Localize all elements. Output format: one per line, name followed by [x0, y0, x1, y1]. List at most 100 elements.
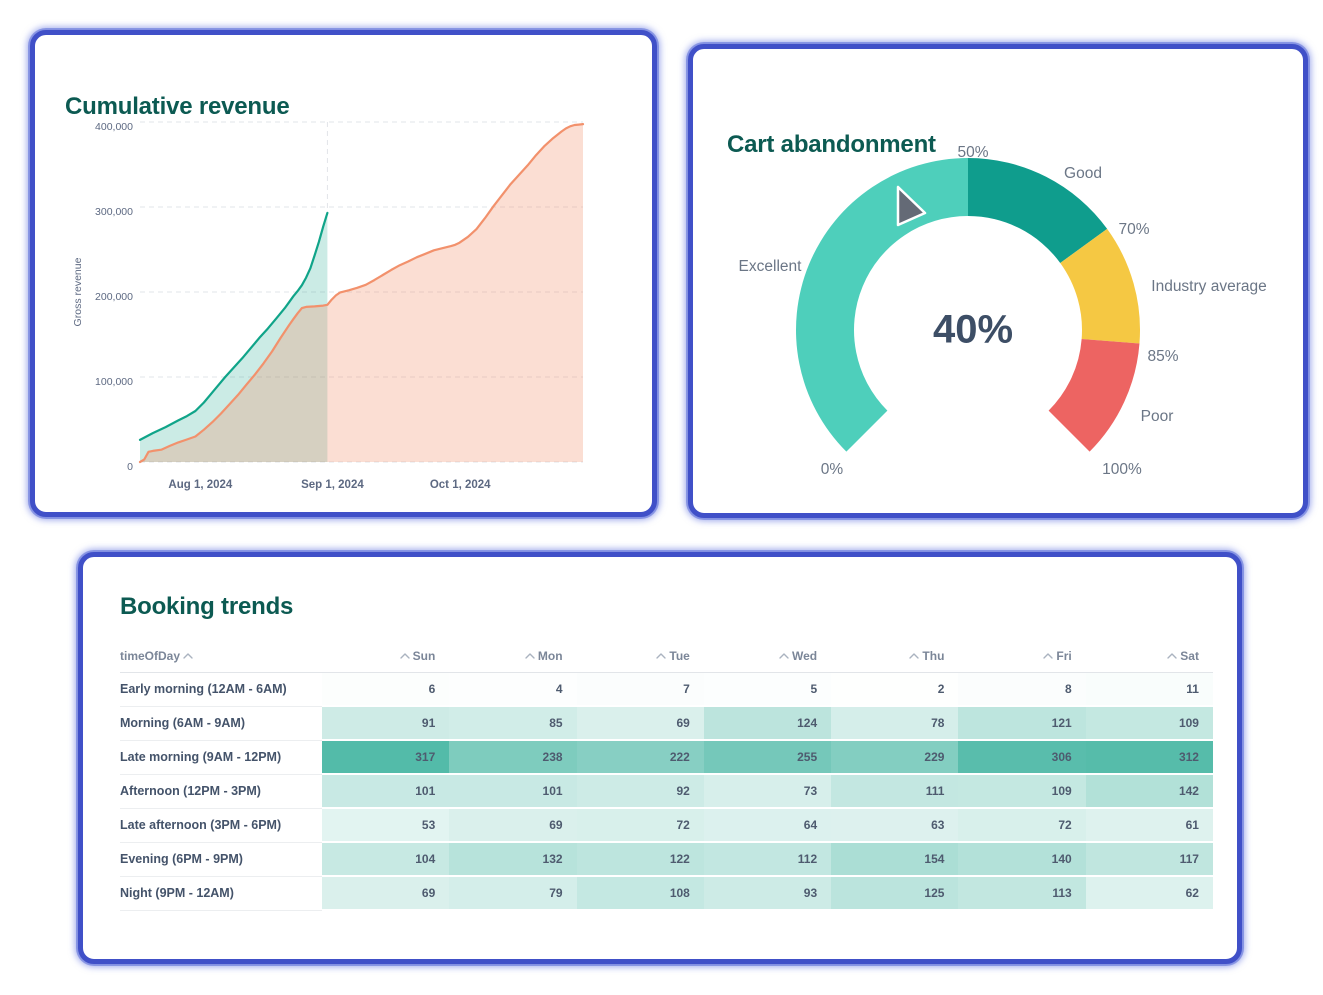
gauge-boundary-label: 100% — [1102, 461, 1142, 478]
row-label: Late morning (9AM - 12PM) — [120, 741, 322, 775]
teal-series-area — [140, 212, 328, 462]
gauge-boundary-label: 70% — [1118, 221, 1150, 238]
heatmap-cell: 4 — [449, 673, 577, 707]
heatmap-cell: 229 — [831, 741, 959, 775]
row-label: Evening (6PM - 9PM) — [120, 843, 322, 877]
revenue-area-chart[interactable] — [35, 35, 652, 512]
column-header-sun[interactable]: Sun — [322, 645, 450, 673]
cumulative-revenue-card: Cumulative revenue Gross revenue 0 100,00… — [30, 30, 657, 517]
column-header-wed[interactable]: Wed — [703, 645, 832, 673]
heatmap-cell: 238 — [449, 741, 577, 775]
heatmap-cell: 306 — [958, 741, 1086, 775]
heatmap-cell: 92 — [576, 775, 704, 809]
gauge-chart[interactable] — [693, 49, 1303, 513]
cumulative-revenue-title: Cumulative revenue — [65, 93, 290, 120]
teal-series-line — [138, 211, 329, 441]
heatmap-cell: 101 — [322, 775, 450, 809]
gauge-segment-industry-average — [1060, 228, 1140, 344]
heatmap-cell: 101 — [449, 775, 577, 809]
y-tick-label: 0 — [127, 461, 133, 473]
heatmap-cell: 117 — [1085, 843, 1213, 877]
y-tick-label: 200,000 — [95, 291, 133, 303]
heatmap-cell: 53 — [322, 809, 450, 843]
heatmap-cell: 122 — [576, 843, 704, 877]
heatmap-cell: 255 — [703, 741, 832, 775]
heatmap-cell: 104 — [322, 843, 450, 877]
sort-caret-icon — [656, 653, 667, 659]
heatmap-cell: 63 — [831, 809, 959, 843]
sort-caret-icon — [525, 653, 535, 659]
heatmap-cell: 124 — [703, 707, 832, 741]
sort-caret-icon — [183, 653, 193, 659]
heatmap-cell: 109 — [1085, 707, 1213, 741]
heatmap-cell: 78 — [831, 707, 959, 741]
heatmap-cell: 154 — [831, 843, 959, 877]
sort-caret-icon — [399, 653, 410, 659]
heatmap-cell: 125 — [831, 877, 959, 911]
gauge-segment-label: Good — [1064, 165, 1102, 182]
gauge-segment-label: Excellent — [738, 258, 802, 275]
heatmap-cell: 109 — [958, 775, 1086, 809]
gauge-segment-excellent — [796, 158, 968, 452]
table-row: Morning (6AM - 9AM) 91 85 69 124 78 121 109 — [120, 707, 1213, 741]
heatmap-cell: 121 — [958, 707, 1086, 741]
gauge-boundary-label: 0% — [820, 461, 844, 478]
row-label: Morning (6AM - 9AM) — [120, 707, 322, 741]
x-tick-label: Aug 1, 2024 — [168, 479, 233, 491]
row-label: Afternoon (12PM - 3PM) — [120, 775, 322, 809]
y-tick-label: 400,000 — [95, 121, 133, 133]
heatmap-cell: 61 — [1085, 809, 1213, 843]
table-row: Evening (6PM - 9PM) 104 132 122 112 154 140 117 — [120, 843, 1213, 877]
heatmap-cell: 69 — [449, 809, 577, 843]
booking-trends-title: Booking trends — [120, 593, 294, 620]
heatmap-cell: 5 — [703, 673, 832, 707]
gauge-segment-label: Poor — [1140, 408, 1174, 425]
gauge-boundary-label: 85% — [1147, 348, 1179, 365]
cart-abandonment-card: Cart abandonment 40% 0% 50% 70% 85% 100% Exce… — [688, 44, 1308, 518]
heatmap-cell: 142 — [1085, 775, 1213, 809]
table-row: Early morning (12AM - 6AM) 6 4 7 5 2 8 11 — [120, 673, 1213, 707]
heatmap-cell: 64 — [703, 809, 832, 843]
sort-caret-icon — [1167, 653, 1177, 659]
sort-caret-icon — [779, 653, 789, 659]
booking-trends-table: timeOfDay Sun Mon Tue Wed Thu Fri Sat Early morn… — [120, 645, 1213, 911]
heatmap-cell: 108 — [576, 877, 704, 911]
heatmap-cell: 11 — [1085, 673, 1213, 707]
column-header-fri[interactable]: Fri — [958, 645, 1086, 673]
sort-caret-icon — [1043, 653, 1054, 659]
gauge-value: 40% — [932, 307, 1014, 352]
heatmap-cell: 62 — [1085, 877, 1213, 911]
row-label: Late afternoon (3PM - 6PM) — [120, 809, 322, 843]
heatmap-cell: 79 — [449, 877, 577, 911]
y-tick-label: 100,000 — [95, 376, 133, 388]
heatmap-cell: 112 — [703, 843, 832, 877]
column-header-tue[interactable]: Tue — [576, 645, 704, 673]
heatmap-cell: 317 — [322, 741, 450, 775]
table-row: Night (9PM - 12AM) 69 79 108 93 125 113 62 — [120, 877, 1213, 911]
booking-trends-card: Booking trends timeOfDay Sun Mon Tue Wed Thu F… — [78, 552, 1242, 964]
orange-series-line — [138, 123, 585, 464]
x-tick-label: Sep 1, 2024 — [301, 479, 364, 491]
column-header-thu[interactable]: Thu — [831, 645, 959, 673]
row-label: Early morning (12AM - 6AM) — [120, 673, 322, 707]
heatmap-cell: 140 — [958, 843, 1086, 877]
heatmap-cell: 73 — [703, 775, 832, 809]
column-header-mon[interactable]: Mon — [449, 645, 577, 673]
heatmap-cell: 2 — [831, 673, 959, 707]
gauge-segment-good — [968, 158, 1108, 263]
heatmap-cell: 7 — [576, 673, 704, 707]
gauge-segment-poor — [1048, 338, 1140, 452]
table-row: Afternoon (12PM - 3PM) 101 101 92 73 111 109 14… — [120, 775, 1213, 809]
heatmap-cell: 69 — [322, 877, 450, 911]
column-header-timeofday[interactable]: timeOfDay — [120, 645, 322, 673]
heatmap-cell: 8 — [958, 673, 1086, 707]
table-row: Late morning (9AM - 12PM) 317 238 222 255 229… — [120, 741, 1213, 775]
heatmap-cell: 222 — [576, 741, 704, 775]
gauge-segment-label: Industry average — [1151, 278, 1267, 295]
heatmap-cell: 111 — [831, 775, 959, 809]
heatmap-cell: 69 — [576, 707, 704, 741]
y-tick-label: 300,000 — [95, 206, 133, 218]
gauge-boundary-label: 50% — [957, 144, 989, 161]
column-header-sat[interactable]: Sat — [1085, 645, 1213, 673]
heatmap-cell: 312 — [1085, 741, 1213, 775]
